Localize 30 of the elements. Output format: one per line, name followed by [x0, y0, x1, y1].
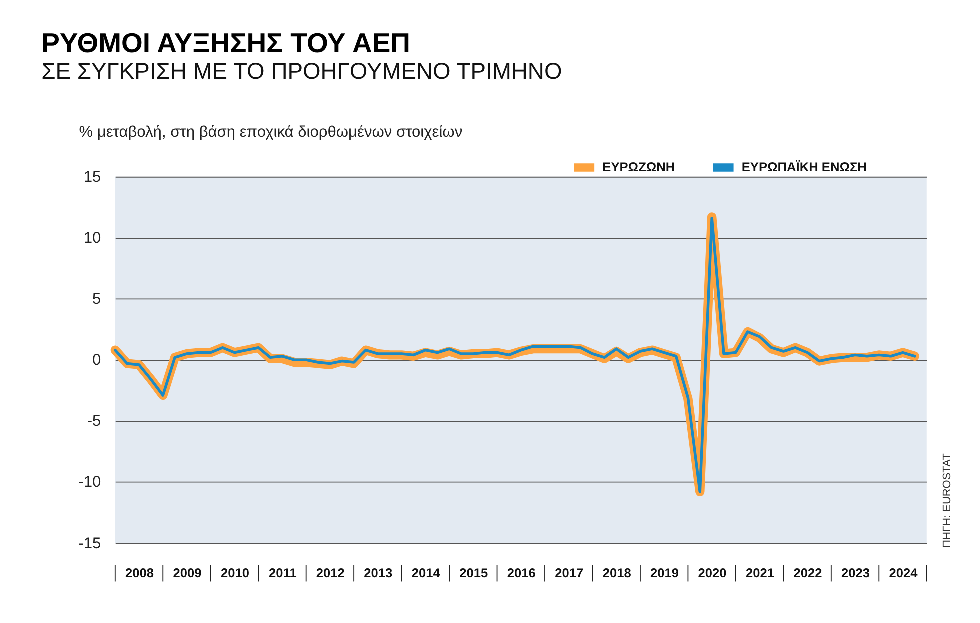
y-tick-label: -10 — [78, 474, 102, 492]
y-tick-label: 5 — [92, 291, 102, 308]
x-tick-label: 2021 — [746, 566, 775, 581]
x-tick-label: 2015 — [460, 566, 488, 581]
x-tick-label: 2014 — [412, 566, 442, 581]
x-tick-label: 2017 — [555, 566, 584, 581]
y-tick-label: 10 — [84, 230, 102, 247]
x-tick-label: 2011 — [269, 566, 297, 581]
x-tick-label: 2022 — [794, 566, 822, 581]
legend-label: ΕΥΡΩΖΩΝΗ — [602, 159, 676, 174]
x-tick-label: 2016 — [507, 566, 536, 581]
x-tick-label: 2013 — [364, 566, 393, 581]
x-tick-label: 2009 — [173, 566, 202, 581]
y-tick-label: -5 — [87, 413, 102, 430]
x-tick-label: 2024 — [889, 566, 919, 581]
x-tick-label: 2010 — [220, 566, 250, 581]
x-tick-label: 2019 — [650, 566, 680, 581]
x-tick-label: 2008 — [125, 566, 154, 581]
text: ΠΗΓΗ: EUROSTAT — [942, 453, 954, 548]
x-tick-label: 2020 — [698, 566, 727, 581]
y-tick-label: 15 — [84, 168, 102, 186]
x-tick-label: 2012 — [316, 566, 345, 581]
legend-label: ΕΥΡΩΠΑΪΚΗ ΕΝΩΣΗ — [742, 159, 867, 174]
chart-subtitle: ΣΕ ΣΥΓΚΡΙΣΗ ΜΕ ΤΟ ΠΡΟΗΓΟΥΜΕΝΟ ΤΡΙΜΗΝΟ — [42, 58, 562, 84]
x-tick-label: 2023 — [841, 566, 870, 581]
y-axis-title: % μεταβολή, στη βάση εποχικά διορθωμένων στοιχείων — [79, 124, 463, 142]
y-tick-label: -15 — [78, 535, 102, 552]
chart-title: ΡΥΘΜΟΙ ΑΥΞΗΣΗΣ ΤΟΥ ΑΕΠ — [42, 27, 410, 58]
y-tick-label: 0 — [92, 352, 102, 370]
x-tick-label: 2018 — [602, 566, 632, 581]
